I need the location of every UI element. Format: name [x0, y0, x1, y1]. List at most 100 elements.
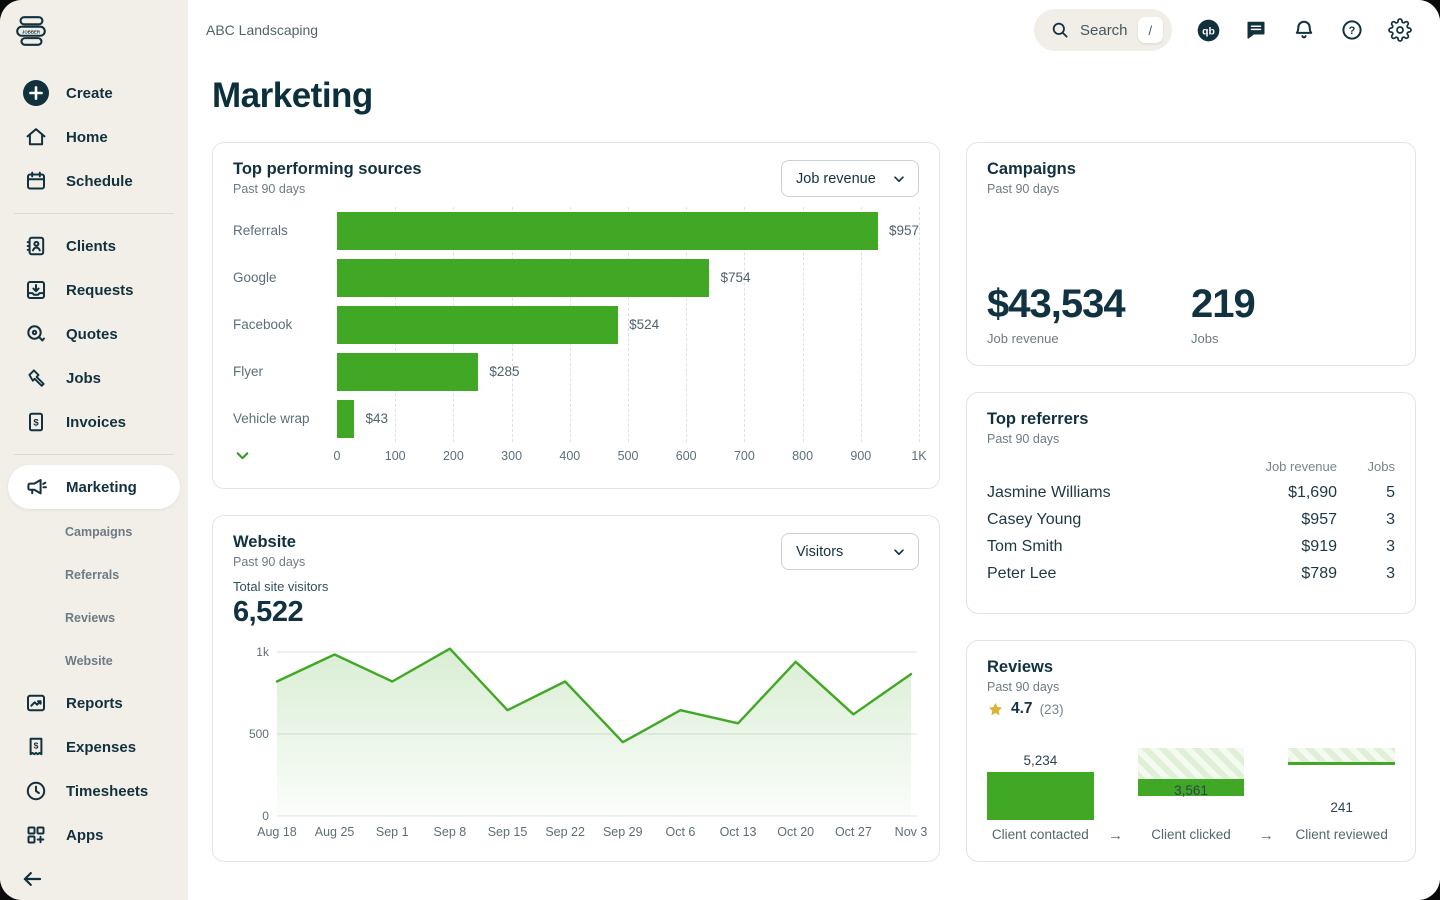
job-revenue-dropdown[interactable]: Job revenue: [781, 160, 919, 197]
sidebar-item-clients[interactable]: Clients: [8, 224, 180, 268]
sidebar-item-label: Schedule: [66, 172, 133, 190]
x-tick: 0: [333, 449, 341, 463]
sidebar-item-quotes[interactable]: Quotes: [8, 312, 180, 356]
referrers-col-job-revenue: Job revenue: [1265, 459, 1337, 474]
bar-row: $285: [337, 348, 919, 395]
sidebar-item-website[interactable]: Website: [8, 641, 180, 681]
website-card: Website Past 90 days Visitors Total site…: [212, 515, 940, 862]
reviews-card-title: Reviews: [987, 658, 1054, 676]
sidebar-item-apps[interactable]: Apps: [8, 813, 180, 857]
campaigns-card: Campaigns Past 90 days $43,534 Job reven…: [966, 142, 1416, 366]
sidebar-item-create[interactable]: Create: [8, 71, 180, 115]
sidebar-item-jobs[interactable]: Jobs: [8, 356, 180, 400]
funnel-value-label: 241: [1330, 800, 1353, 815]
bar-facebook: [337, 305, 619, 344]
sidebar-divider: [14, 454, 174, 455]
search-shortcut-key: /: [1137, 17, 1163, 43]
notifications-button[interactable]: [1284, 10, 1324, 50]
campaigns-stats: $43,534 Job revenue 219 Jobs: [987, 282, 1395, 348]
campaigns-job-revenue-value: $43,534: [987, 282, 1126, 326]
website-chart-svg: 1k 500 0: [249, 645, 918, 822]
apps-icon: [22, 823, 50, 847]
funnel-stage-label: Client contacted: [991, 827, 1089, 842]
gridline: [860, 207, 862, 442]
invoice-icon: $: [22, 410, 50, 434]
x-tick: 300: [501, 449, 523, 463]
x-tick: Oct 20: [777, 825, 815, 839]
quickbooks-button[interactable]: qb: [1188, 10, 1228, 50]
x-tick: 800: [792, 449, 814, 463]
expand-sources-button[interactable]: [233, 446, 252, 465]
referrer-jobs: 3: [1386, 510, 1395, 528]
sidebar-item-campaigns[interactable]: Campaigns: [8, 512, 180, 552]
funnel-solid-bar: [987, 772, 1094, 820]
left-column: Top performing sources Past 90 days Job …: [212, 142, 940, 862]
review-rating: 4.7 (23): [987, 700, 1395, 718]
visitors-dropdown[interactable]: Visitors: [781, 533, 919, 570]
x-tick: Oct 27: [834, 825, 872, 839]
referrer-name: Peter Lee: [987, 564, 1057, 582]
messages-button[interactable]: [1236, 10, 1276, 50]
funnel-stage-label: Client reviewed: [1295, 827, 1388, 842]
sidebar-item-schedule[interactable]: Schedule: [8, 159, 180, 203]
jobber-logo[interactable]: JOBBER: [12, 12, 188, 55]
sidebar-item-home[interactable]: Home: [8, 115, 180, 159]
bar-row: $754: [337, 254, 919, 301]
sidebar-item-reports[interactable]: Reports: [8, 681, 180, 725]
x-tick: 1K: [911, 449, 927, 463]
sidebar-item-reviews[interactable]: Reviews: [8, 598, 180, 638]
sidebar-item-timesheets[interactable]: Timesheets: [8, 769, 180, 813]
funnel-solid-bar: [1288, 762, 1396, 765]
visitors-dropdown-value: Visitors: [796, 543, 844, 560]
star-icon: [987, 701, 1004, 718]
inbox-icon: [22, 278, 50, 302]
bell-icon: [1292, 18, 1316, 42]
main-area: ABC Landscaping Search / qb ? Marketing: [188, 0, 1440, 900]
chat-icon: [1244, 18, 1268, 42]
bar-row: $957: [337, 207, 919, 254]
sidebar-item-invoices[interactable]: $ Invoices: [8, 400, 180, 444]
sidebar: JOBBER Create Home Schedule Clients Requests…: [0, 0, 188, 900]
sidebar-item-marketing[interactable]: Marketing: [8, 465, 180, 509]
funnel-value-label: 5,234: [1023, 753, 1058, 768]
settings-button[interactable]: [1380, 10, 1420, 50]
sidebar-item-expenses[interactable]: $ Expenses: [8, 725, 180, 769]
website-card-title: Website: [233, 533, 296, 551]
bar-category-label: Referrals: [233, 223, 288, 238]
funnel-stage-client-contacted: 5,234: [987, 748, 1094, 820]
search-icon: [1050, 20, 1070, 40]
website-card-subtitle: Past 90 days: [233, 555, 306, 569]
topbar-actions: Search / qb ?: [1034, 9, 1420, 51]
page-title: Marketing: [212, 76, 373, 115]
sidebar-item-label: Marketing: [66, 478, 137, 496]
home-icon: [22, 125, 50, 149]
bar-chart-x-axis: 0 100 200 300 400 500 600 700 800 900 1K: [333, 442, 927, 468]
hammer-icon: [22, 366, 50, 390]
bar-row: $43: [337, 395, 919, 442]
gear-icon: [1388, 18, 1412, 42]
plus-circle-icon: [22, 79, 50, 107]
website-chart-x-labels: Aug 18 Aug 25 Sep 1 Sep 8 Sep 15 Sep 22 Sep 29…: [233, 823, 927, 843]
sources-bar-chart: Referrals Google Facebook Flyer Vehicle wrap…: [233, 207, 927, 471]
bar-value-label: $754: [720, 270, 751, 285]
referrers-table-header: Job revenue Jobs: [987, 459, 1395, 474]
funnel-solid-bar: [1137, 779, 1245, 796]
topbar: ABC Landscaping Search / qb ?: [188, 0, 1440, 60]
collapse-sidebar-button[interactable]: [16, 863, 48, 895]
sidebar-footer: [0, 857, 188, 896]
report-icon: [22, 691, 50, 715]
x-tick: 700: [733, 449, 755, 463]
funnel-stage-label: Client clicked: [1151, 827, 1231, 842]
sidebar-item-label: Reviews: [65, 611, 116, 625]
referrer-jobs: 3: [1386, 564, 1395, 582]
help-button[interactable]: ?: [1332, 10, 1372, 50]
referrer-job-revenue: $957: [1301, 510, 1337, 528]
reviews-funnel: 5,234 3,561 241 Client contacted → Client cli…: [987, 748, 1396, 844]
bar-chart-labels: Referrals Google Facebook Flyer Vehicle wrap: [233, 207, 337, 471]
campaigns-jobs-stat: 219 Jobs: [1191, 282, 1395, 346]
sidebar-item-requests[interactable]: Requests: [8, 268, 180, 312]
sidebar-item-label: Requests: [66, 281, 134, 299]
sidebar-item-referrals[interactable]: Referrals: [8, 555, 180, 595]
rating-value: 4.7: [1011, 700, 1033, 717]
search-input[interactable]: Search /: [1034, 9, 1172, 51]
